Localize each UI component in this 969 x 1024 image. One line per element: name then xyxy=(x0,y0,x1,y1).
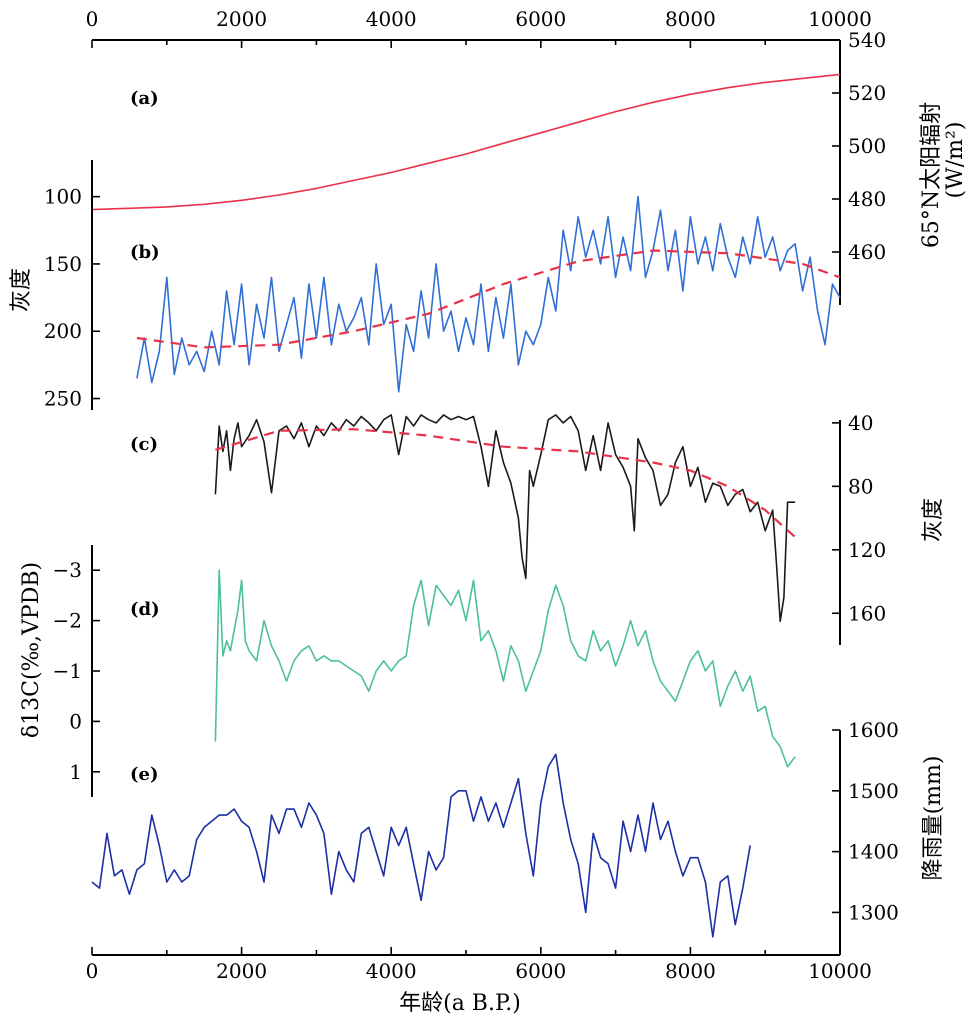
panel-d-y-tick-label: −1 xyxy=(53,659,82,683)
panel-e-ylabel: 降雨量(mm) xyxy=(921,756,946,881)
bottom-x-ticks: 0 2000 4000 6000 8000 10000 xyxy=(86,947,872,983)
panel-c-y-tick-label: 40 xyxy=(848,411,873,435)
top-x-ticks: 0 2000 4000 6000 8000 10000 xyxy=(86,7,872,48)
bottom-x-tick-label: 4000 xyxy=(366,959,417,983)
panel-a-y-tick-label: 520 xyxy=(848,81,886,105)
x-axis-title: 年龄(a B.P.) xyxy=(399,991,521,1016)
panel-b: 100 150 200 250 xyxy=(44,160,841,411)
panel-b-y-tick-label: 100 xyxy=(44,185,82,209)
panel-e-y-tick-label: 1600 xyxy=(848,718,899,742)
panel-e: 1300 1400 1500 1600 xyxy=(91,718,899,955)
series-grayscale-c xyxy=(214,414,796,623)
panel-c-y-tick-label: 160 xyxy=(848,601,886,625)
top-x-tick-label: 6000 xyxy=(515,7,566,31)
series-grayscale-b xyxy=(136,195,841,393)
panel-c-y-tick-label: 120 xyxy=(848,538,886,562)
panel-d-y-tick-label: 0 xyxy=(69,709,82,733)
panel-c-ylabel: 灰度 xyxy=(921,498,946,542)
panel-c-y-tick-label: 80 xyxy=(848,474,873,498)
panel-d: −3 −2 −1 0 1 xyxy=(53,545,796,797)
panel-d-y-tick-label: −3 xyxy=(53,558,82,582)
panel-e-y-tick-label: 1300 xyxy=(848,900,899,924)
panel-a: 460 480 500 520 540 xyxy=(91,28,886,305)
panel-e-label: (e) xyxy=(130,764,159,785)
series-trend-b xyxy=(136,249,841,349)
panel-a-y-tick-label: 540 xyxy=(848,28,886,52)
bottom-x-tick-label: 6000 xyxy=(515,959,566,983)
panel-a-ylabel-line1: 65°N太阳辐射 xyxy=(919,102,944,248)
panel-a-y-tick-label: 500 xyxy=(848,134,886,158)
panel-b-ylabel: 灰度 xyxy=(9,268,34,312)
panel-a-ylabel-line2: (W/m²) xyxy=(943,122,968,199)
panel-b-y-tick-label: 250 xyxy=(44,387,82,411)
panel-d-label: (d) xyxy=(130,599,160,620)
panel-d-y-tick-label: −2 xyxy=(53,609,82,633)
panel-c-label: (c) xyxy=(130,434,158,455)
bottom-x-tick-label: 10000 xyxy=(808,959,872,983)
series-trend-c xyxy=(215,428,796,538)
top-x-tick-label: 0 xyxy=(86,7,99,31)
panel-e-y-tick-label: 1400 xyxy=(848,840,899,864)
panel-d-y-tick-label: 1 xyxy=(69,760,82,784)
top-x-tick-label: 2000 xyxy=(216,7,267,31)
top-x-tick-label: 4000 xyxy=(366,7,417,31)
panel-c: 40 80 120 160 xyxy=(214,411,886,645)
panel-a-label: (a) xyxy=(130,88,159,109)
bottom-x-tick-label: 2000 xyxy=(216,959,267,983)
bottom-x-tick-label: 0 xyxy=(86,959,99,983)
bottom-x-tick-label: 8000 xyxy=(665,959,716,983)
panel-a-y-tick-label: 480 xyxy=(848,187,886,211)
panel-d-ylabel: δ13C(‰,VPDB) xyxy=(19,562,44,738)
panel-a-y-tick-label: 460 xyxy=(848,240,886,264)
top-x-tick-label: 8000 xyxy=(665,7,716,31)
top-x-tick-label: 10000 xyxy=(808,7,872,31)
series-d13C xyxy=(214,569,796,768)
panel-b-y-tick-label: 150 xyxy=(44,252,82,276)
panel-b-label: (b) xyxy=(130,242,160,263)
series-rainfall xyxy=(91,753,751,938)
series-insolation xyxy=(91,73,841,211)
panel-e-y-tick-label: 1500 xyxy=(848,779,899,803)
panel-b-y-tick-label: 200 xyxy=(44,319,82,343)
